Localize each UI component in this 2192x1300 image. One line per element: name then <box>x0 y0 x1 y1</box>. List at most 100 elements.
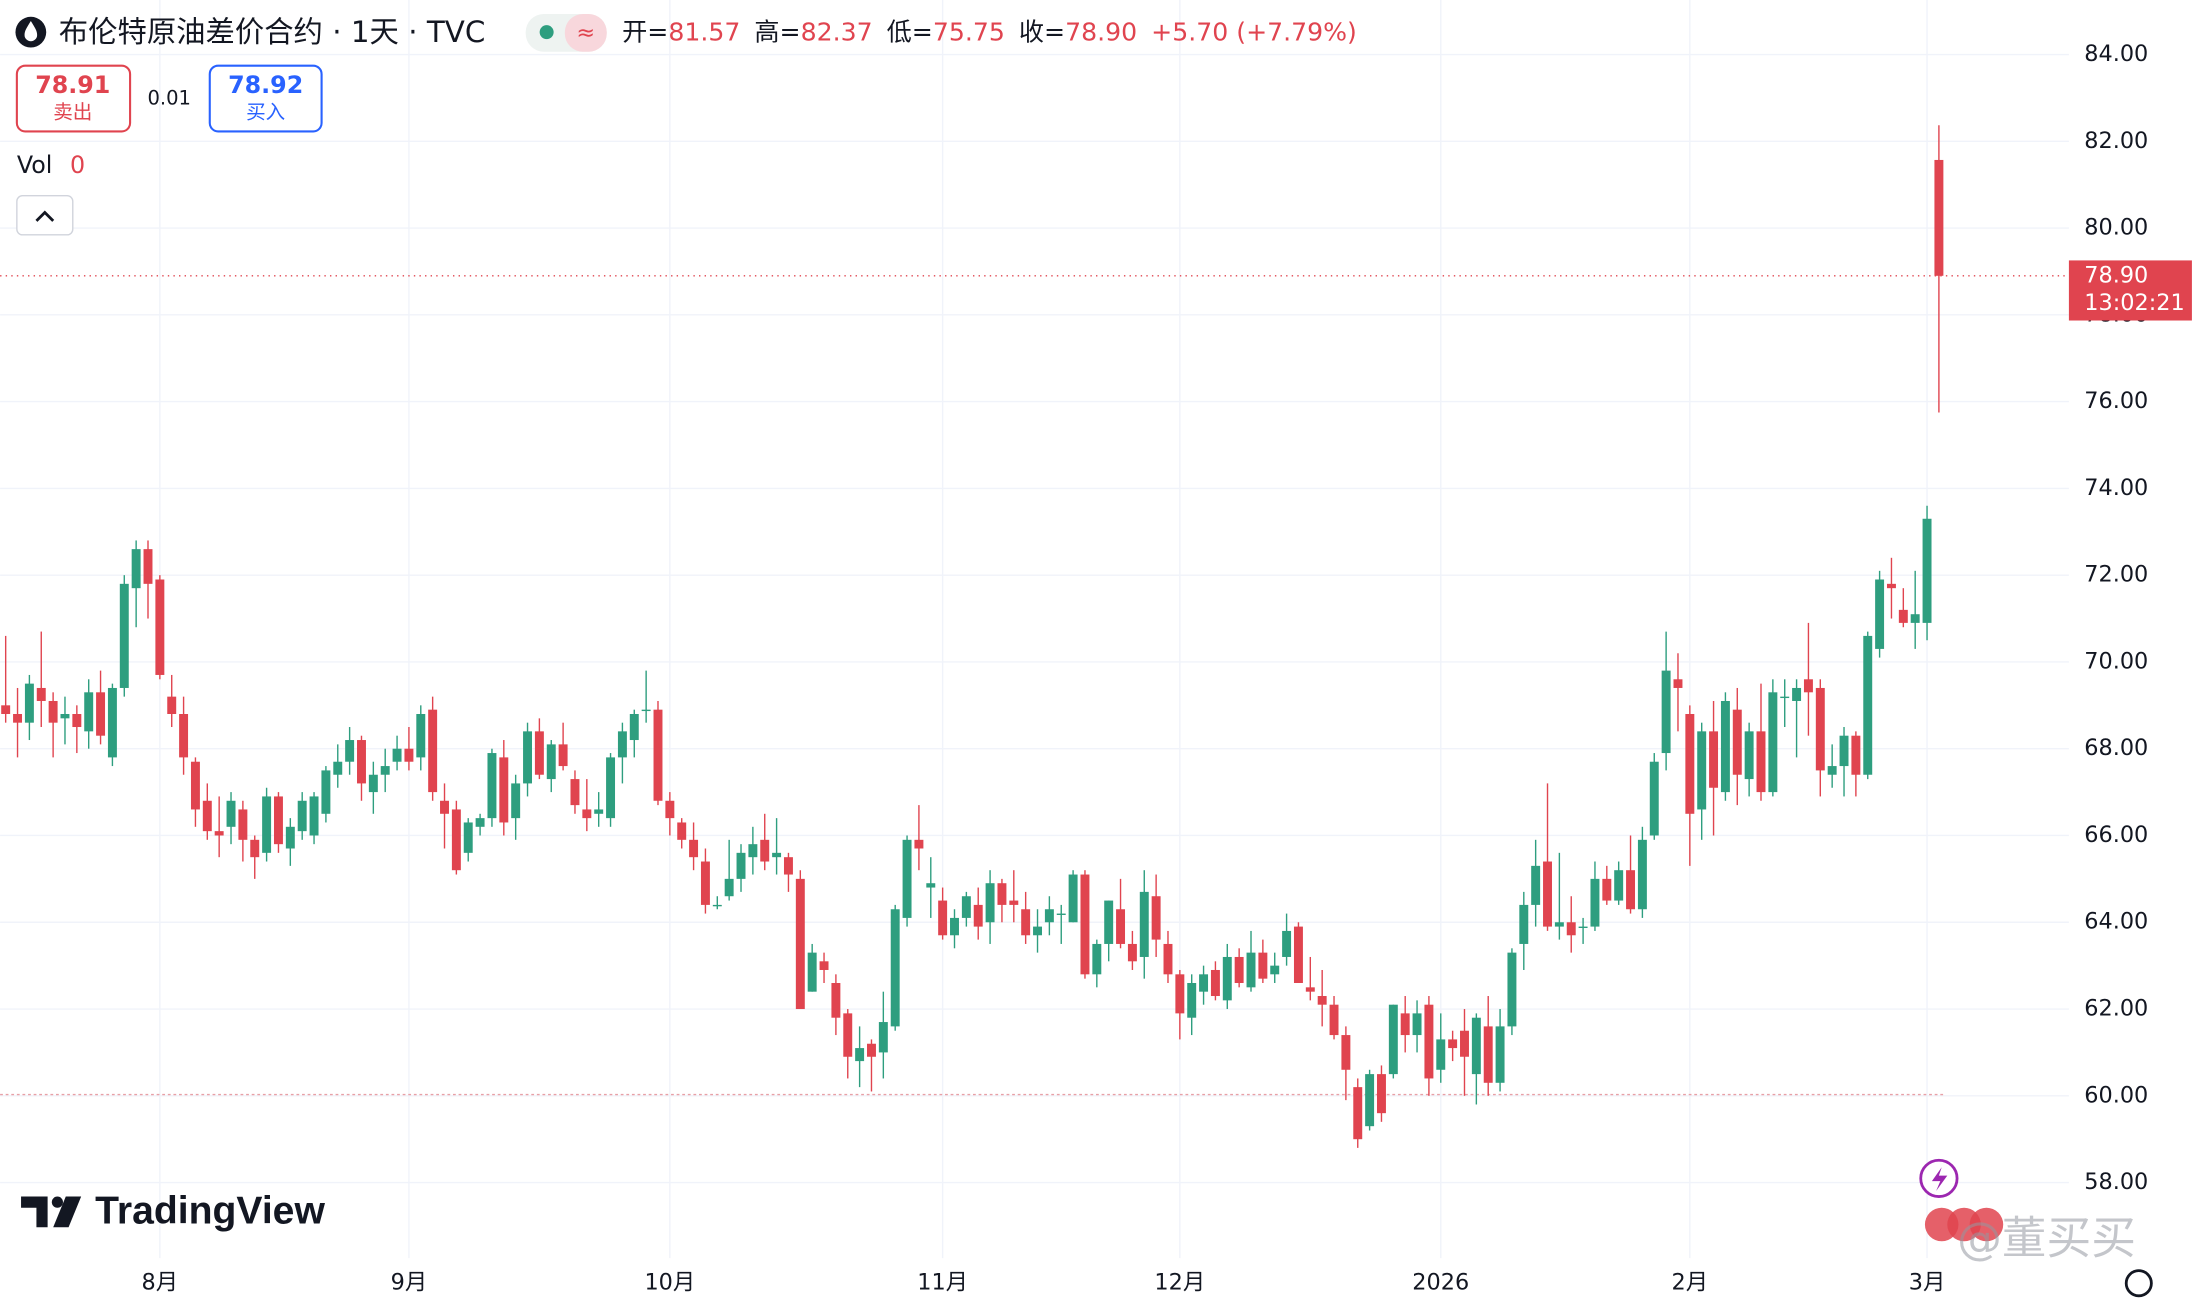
y-tick-label: 74.00 <box>2084 475 2148 501</box>
candle-body <box>380 766 390 775</box>
candle-body <box>1543 861 1552 927</box>
candle-body <box>1460 1030 1469 1057</box>
candle-body <box>167 696 177 714</box>
candle-body <box>1649 761 1659 836</box>
y-tick-label: 64.00 <box>2084 909 2148 935</box>
sell-price[interactable]: 78.91 <box>35 71 110 99</box>
last-price-box <box>2068 260 2192 321</box>
open-value: 81.57 <box>668 18 740 47</box>
candle-body <box>321 770 331 814</box>
candle-body <box>262 796 272 853</box>
candle-body <box>214 831 224 836</box>
y-tick-label: 76.00 <box>2084 388 2148 414</box>
candle-body <box>1092 943 1102 975</box>
sell-label[interactable]: 卖出 <box>53 101 92 124</box>
grid <box>0 0 2069 1259</box>
candle-body <box>273 796 283 845</box>
candle-body <box>855 1048 865 1062</box>
candle-body <box>1139 891 1149 957</box>
sell-button-frame[interactable] <box>15 64 132 133</box>
sell-button[interactable]: 78.91 卖出 <box>15 64 132 133</box>
buy-button-frame[interactable] <box>208 64 323 133</box>
close-label: 收= <box>1019 18 1065 47</box>
candle-body <box>1614 870 1624 901</box>
candle-body <box>1483 1026 1493 1083</box>
candle-body <box>1400 1013 1410 1036</box>
buy-price[interactable]: 78.92 <box>228 71 303 99</box>
candle-body <box>1329 1004 1339 1036</box>
candle-body <box>1436 1039 1446 1070</box>
candle-body <box>1886 583 1896 589</box>
candle-body <box>1839 735 1849 767</box>
candle-body <box>700 861 710 905</box>
candle-body <box>428 709 438 793</box>
candle-body <box>285 826 295 849</box>
candle-body <box>1827 766 1837 775</box>
candle-body <box>665 800 675 819</box>
candle-body <box>60 714 70 719</box>
candle-body <box>1898 609 1908 623</box>
candle-body <box>463 822 473 853</box>
tradingview-logo: TradingView <box>21 1190 325 1233</box>
candle-body <box>475 818 485 827</box>
candle-body <box>878 1022 888 1053</box>
candle-body <box>1685 714 1695 814</box>
candle-body <box>333 761 343 775</box>
candle-body <box>570 779 580 806</box>
candle-body <box>155 579 165 675</box>
x-tick-label: 10月 <box>644 1270 695 1296</box>
candle-body <box>1851 735 1861 775</box>
logo-mark <box>21 1196 48 1228</box>
candle-body <box>807 952 817 992</box>
candle-body <box>1151 896 1161 940</box>
y-tick-label: 84.00 <box>2084 41 2148 67</box>
candle-body <box>641 709 651 712</box>
collapse-chevron[interactable] <box>35 210 55 222</box>
collapse-frame[interactable] <box>16 195 74 236</box>
candle-body <box>190 761 200 810</box>
candle-body <box>179 714 189 758</box>
event-flag[interactable] <box>1969 1207 2004 1242</box>
candle-body <box>119 583 129 688</box>
candle-body <box>392 748 402 762</box>
high-value: 82.37 <box>801 18 873 47</box>
buy-button[interactable]: 78.92 买入 <box>208 64 323 133</box>
candle-body <box>819 961 829 970</box>
collapse-button[interactable] <box>16 195 74 236</box>
candle-body <box>107 687 117 758</box>
candle-body <box>1246 952 1256 988</box>
candle-body <box>1341 1035 1351 1070</box>
settings-icon[interactable] <box>2124 1269 2153 1298</box>
candle-body <box>1922 518 1932 623</box>
candle-body <box>1187 983 1197 1018</box>
logo-slash <box>53 1196 82 1228</box>
candle-body <box>72 714 82 728</box>
candle-body <box>760 839 770 862</box>
candle-body <box>1021 909 1031 936</box>
x-tick-label: 8月 <box>142 1270 179 1296</box>
candles <box>1 125 1944 1148</box>
candle-body <box>1412 1013 1422 1036</box>
candle-body <box>309 796 319 836</box>
candle-body <box>36 687 46 701</box>
candle-body <box>1661 670 1671 754</box>
candle-body <box>534 731 544 775</box>
candle-body <box>795 878 805 1010</box>
candle-body <box>1910 614 1920 623</box>
candle-body <box>689 839 699 858</box>
candle-body <box>1815 687 1825 771</box>
candle-body <box>712 904 722 907</box>
candle-body <box>1875 579 1885 649</box>
candle-body <box>973 904 983 927</box>
change-value: +5.70 (+7.79%) <box>1151 18 1357 47</box>
volume-value: 0 <box>70 151 85 179</box>
candle-body <box>1578 926 1588 928</box>
x-tick-label: 2月 <box>1672 1270 1709 1296</box>
x-tick-label: 11月 <box>917 1270 968 1296</box>
candle-body <box>772 852 782 858</box>
buy-label[interactable]: 买入 <box>246 101 285 124</box>
candle-body <box>1424 1004 1434 1079</box>
candle-body <box>926 883 936 888</box>
candle-body <box>1934 159 1944 276</box>
